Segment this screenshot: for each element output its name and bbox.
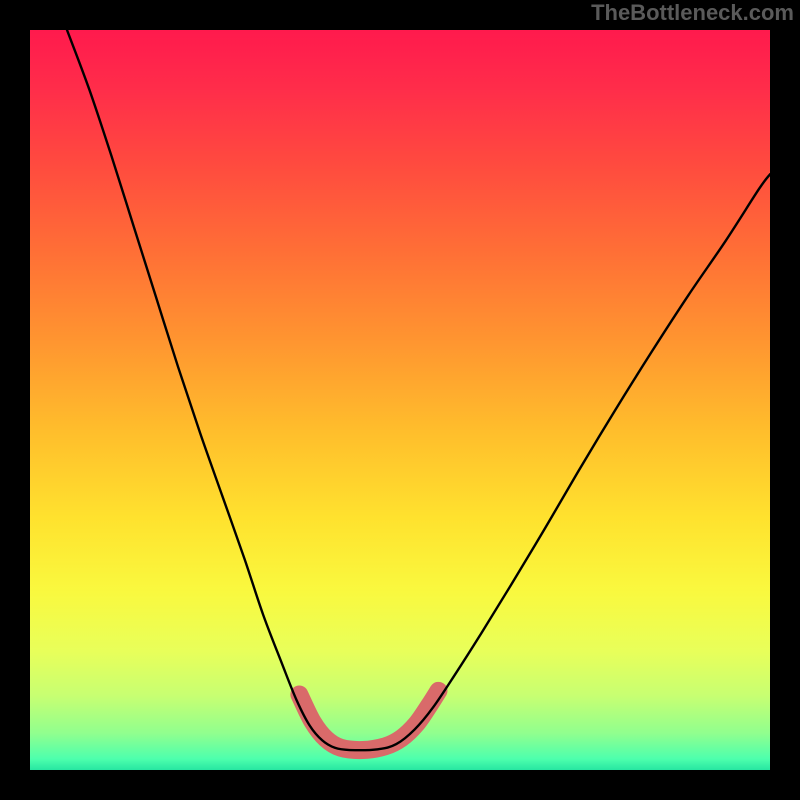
gradient-background xyxy=(30,30,770,770)
watermark-text: TheBottleneck.com xyxy=(591,0,794,26)
chart-svg xyxy=(30,30,770,770)
plot-area xyxy=(30,30,770,770)
chart-frame: TheBottleneck.com xyxy=(0,0,800,800)
